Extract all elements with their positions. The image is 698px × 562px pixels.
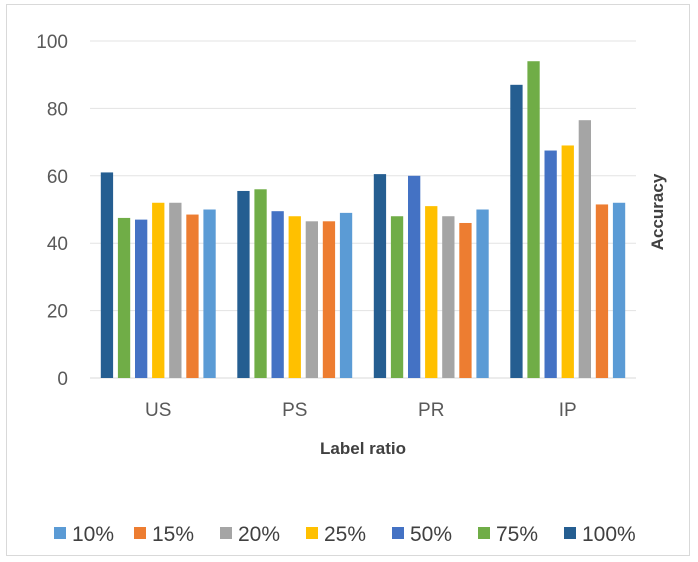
legend-swatch bbox=[306, 527, 318, 539]
bar bbox=[373, 174, 387, 378]
bar bbox=[237, 190, 250, 378]
bar bbox=[305, 221, 318, 378]
bar bbox=[612, 202, 626, 378]
y-axis: 0 20 40 60 80 100 bbox=[36, 32, 68, 390]
x-axis-title: Label ratio bbox=[320, 439, 406, 458]
bar bbox=[595, 204, 609, 378]
legend-item: 75% bbox=[478, 523, 538, 546]
legend-swatch bbox=[478, 527, 490, 539]
legend-swatch bbox=[220, 527, 232, 539]
legend-label: 100% bbox=[582, 523, 636, 546]
bar bbox=[476, 209, 489, 378]
x-axis: US PS PR IP bbox=[145, 400, 577, 421]
bar bbox=[544, 150, 557, 378]
y-tick-label: 0 bbox=[57, 369, 68, 390]
y-axis-title: Accuracy bbox=[648, 173, 667, 250]
legend-label: 75% bbox=[496, 523, 538, 546]
legend-label: 10% bbox=[72, 523, 114, 546]
y-tick-label: 80 bbox=[47, 99, 68, 120]
bar bbox=[442, 216, 455, 378]
legend-swatch bbox=[564, 527, 576, 539]
x-tick-label: PS bbox=[282, 400, 307, 421]
x-tick-label: US bbox=[145, 400, 171, 421]
bar bbox=[459, 222, 472, 378]
bar bbox=[169, 202, 182, 378]
bar bbox=[339, 212, 353, 378]
bar bbox=[510, 84, 523, 378]
bar bbox=[578, 120, 591, 378]
bar bbox=[390, 216, 404, 378]
y-tick-label: 60 bbox=[47, 167, 68, 188]
bar bbox=[288, 216, 301, 378]
bar bbox=[271, 211, 284, 378]
y-tick-label: 20 bbox=[47, 302, 68, 323]
bar bbox=[425, 206, 438, 378]
bar bbox=[152, 202, 165, 378]
legend-swatch bbox=[392, 527, 404, 539]
legend-item: 50% bbox=[392, 523, 452, 546]
legend-swatch bbox=[134, 527, 146, 539]
bar bbox=[203, 209, 216, 378]
x-tick-label: PR bbox=[418, 400, 444, 421]
legend-swatch bbox=[54, 527, 66, 539]
bars bbox=[100, 61, 626, 378]
legend-label: 25% bbox=[324, 523, 366, 546]
legend-item: 20% bbox=[220, 523, 280, 546]
legend: 10% 15% 20% 25% 50% 75% 100% bbox=[54, 523, 636, 546]
legend-item: 15% bbox=[134, 523, 194, 546]
bar bbox=[561, 145, 574, 378]
x-tick-label: IP bbox=[559, 400, 577, 421]
bar bbox=[135, 219, 148, 378]
bar bbox=[100, 172, 114, 378]
y-tick-label: 100 bbox=[36, 32, 68, 53]
legend-item: 10% bbox=[54, 523, 114, 546]
bar bbox=[254, 189, 267, 378]
bar bbox=[527, 61, 540, 378]
legend-label: 50% bbox=[410, 523, 452, 546]
bar bbox=[117, 217, 131, 378]
bar bbox=[322, 221, 336, 378]
legend-item: 25% bbox=[306, 523, 366, 546]
legend-label: 20% bbox=[238, 523, 280, 546]
legend-item: 100% bbox=[564, 523, 636, 546]
bar bbox=[186, 214, 199, 378]
bar bbox=[408, 175, 421, 378]
legend-label: 15% bbox=[152, 523, 194, 546]
y-tick-label: 40 bbox=[47, 234, 68, 255]
